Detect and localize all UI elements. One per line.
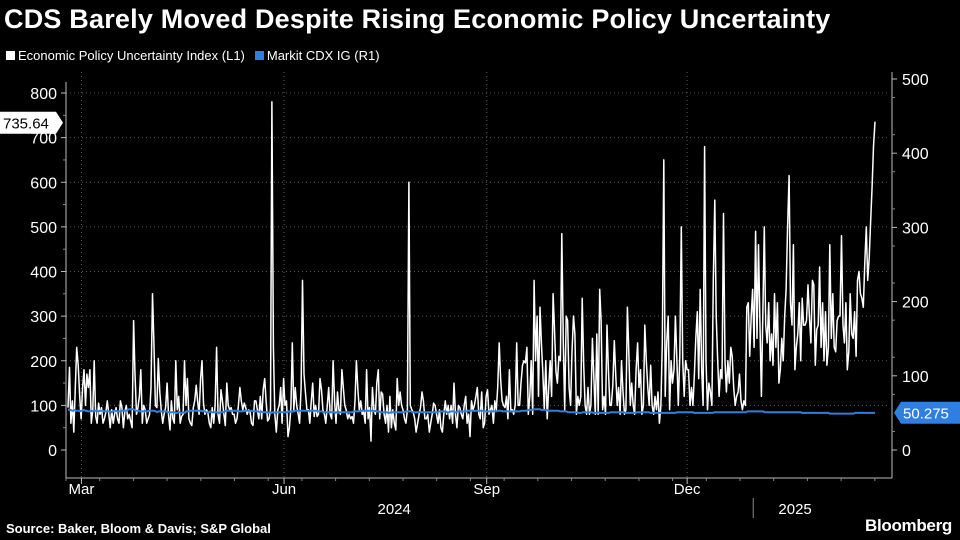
legend: Economic Policy Uncertainty Index (L1) M… [6, 48, 380, 63]
right-axis-tick-label: 500 [902, 72, 929, 89]
series-line-cdx [67, 408, 876, 415]
last-value-callout-cdx: 50.275 [894, 401, 960, 424]
left-axis-tick-label: 600 [30, 175, 57, 192]
x-axis-tick-label: Jun [272, 481, 296, 498]
x-axis-tick-label: Mar [68, 481, 94, 498]
left-axis-tick-label: 800 [30, 86, 57, 103]
year-label: 2025 [778, 501, 811, 518]
right-axis-tick-label: 400 [902, 146, 929, 163]
callout-box-cdx [894, 401, 960, 424]
left-axis-tick-label: 100 [30, 398, 57, 415]
legend-label-cdx: Markit CDX IG (R1) [266, 48, 380, 63]
callout-text-epu: 735.64 [3, 116, 49, 133]
right-axis-tick-label: 200 [902, 295, 929, 312]
callout-box-epu [0, 111, 63, 134]
last-value-callout-epu: 735.64 [0, 111, 63, 134]
right-axis-tick-label: 0 [902, 443, 911, 460]
right-axis-tick-label: 300 [902, 220, 929, 237]
callout-text-cdx: 50.275 [903, 406, 949, 423]
right-axis-tick-label: 100 [902, 369, 929, 386]
left-axis-tick-label: 0 [48, 443, 57, 460]
legend-item-epu: Economic Policy Uncertainty Index (L1) [6, 48, 245, 63]
legend-swatch-white-icon [6, 51, 15, 60]
legend-label-epu: Economic Policy Uncertainty Index (L1) [18, 48, 245, 63]
left-axis-tick-label: 400 [30, 265, 57, 282]
chart-title: CDS Barely Moved Despite Rising Economic… [4, 4, 831, 34]
bloomberg-logo: Bloomberg [864, 516, 952, 535]
left-axis-tick-label: 200 [30, 354, 57, 371]
legend-swatch-blue-icon [254, 51, 264, 60]
left-axis-tick-label: 300 [30, 309, 57, 326]
x-axis-tick-label: Sep [473, 481, 500, 498]
legend-item-cdx: Markit CDX IG (R1) [254, 48, 380, 63]
source-note: Source: Baker, Bloom & Davis; S&P Global [6, 521, 271, 536]
x-axis-tick-label: Dec [674, 481, 701, 498]
year-label: 2024 [378, 501, 411, 518]
left-axis-tick-label: 500 [30, 220, 57, 237]
series-line-epu [67, 101, 876, 442]
left-axis-tick-label: 700 [30, 131, 57, 148]
